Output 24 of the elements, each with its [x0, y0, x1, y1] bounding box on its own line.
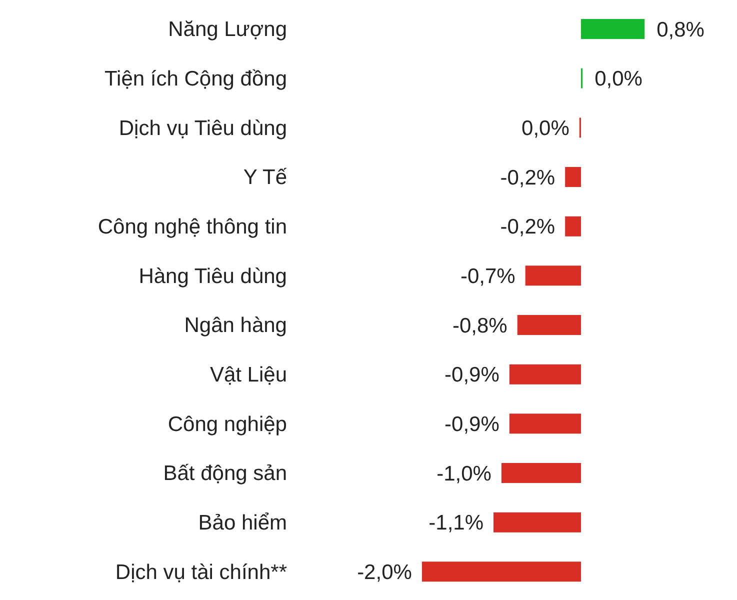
data-label: 0,8% [656, 18, 704, 42]
y-tick-label: Vật Liệu [210, 363, 287, 386]
y-tick-label: Công nghệ thông tin [98, 215, 287, 238]
y-tick-label: Hàng Tiêu dùng [138, 264, 287, 288]
y-tick-label: Dịch vụ Tiêu dùng [118, 116, 287, 140]
y-tick-label: Ngân hàng [184, 314, 287, 338]
data-label: -1,1% [428, 512, 484, 535]
y-tick-label: Năng Lượng [168, 18, 287, 42]
data-label: -0,9% [444, 413, 500, 436]
data-label: -0,2% [500, 166, 556, 190]
y-tick-label: Tiện ích Cộng đồng [104, 67, 287, 90]
y-tick-label: Y Tế [243, 166, 288, 190]
y-tick-label: Công nghiệp [168, 412, 287, 436]
data-label: -2,0% [357, 561, 412, 584]
data-label: -0,9% [444, 364, 500, 387]
y-tick-label: Bảo hiểm [198, 511, 287, 534]
data-label: -0,2% [500, 216, 556, 239]
y-tick-label: Dịch vụ tài chính** [115, 560, 287, 584]
data-label: -0,7% [460, 265, 516, 288]
data-label: -0,8% [452, 314, 508, 338]
data-label: 0,0% [522, 117, 570, 140]
y-tick-label: Bất động sản [163, 462, 287, 486]
data-label: 0,0% [594, 68, 642, 91]
data-label: -1,0% [436, 462, 492, 486]
